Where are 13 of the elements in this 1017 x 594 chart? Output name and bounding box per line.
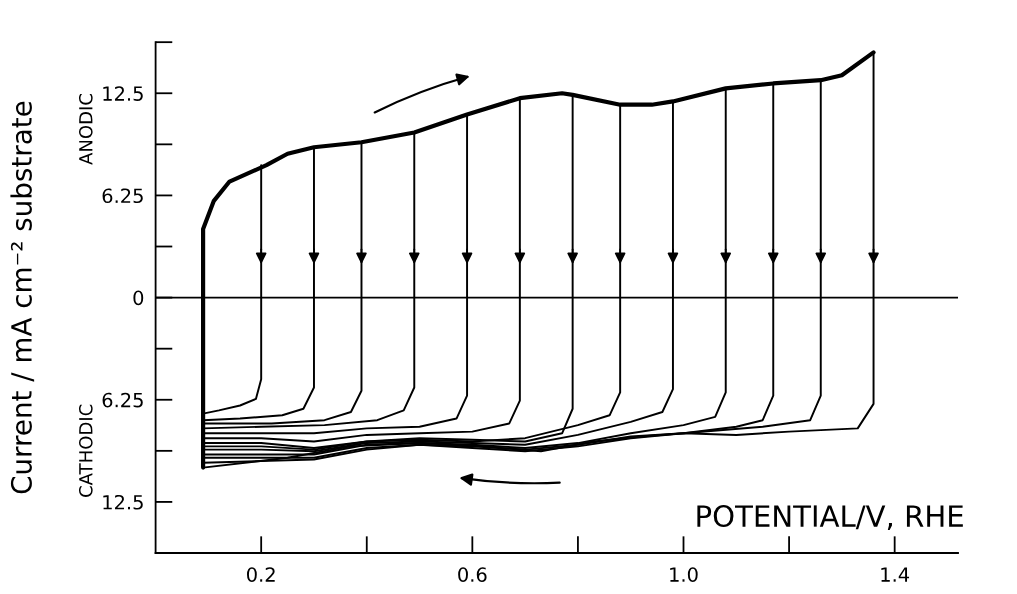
x-tick-label: 1.4 bbox=[881, 567, 910, 582]
text: ANODIC bbox=[78, 94, 93, 165]
x-tick-label: 0.2 bbox=[247, 567, 275, 582]
x-axis-title: POTENTIAL/V, RHE bbox=[697, 505, 963, 531]
y-tick-label: 0 bbox=[133, 290, 144, 306]
text: CATHODIC bbox=[78, 404, 93, 497]
y-tick-label: 6.25 bbox=[102, 392, 143, 408]
x-tick-label: 0.6 bbox=[458, 567, 487, 582]
y-tick-label: 12.5 bbox=[103, 494, 143, 510]
y-tick-label: 12.5 bbox=[103, 86, 143, 101]
y-axis-title: Current / mA cm⁻² substrate bbox=[10, 101, 35, 494]
x-tick-label: 1.0 bbox=[670, 567, 698, 582]
y-tick-label: 6.25 bbox=[102, 188, 143, 204]
